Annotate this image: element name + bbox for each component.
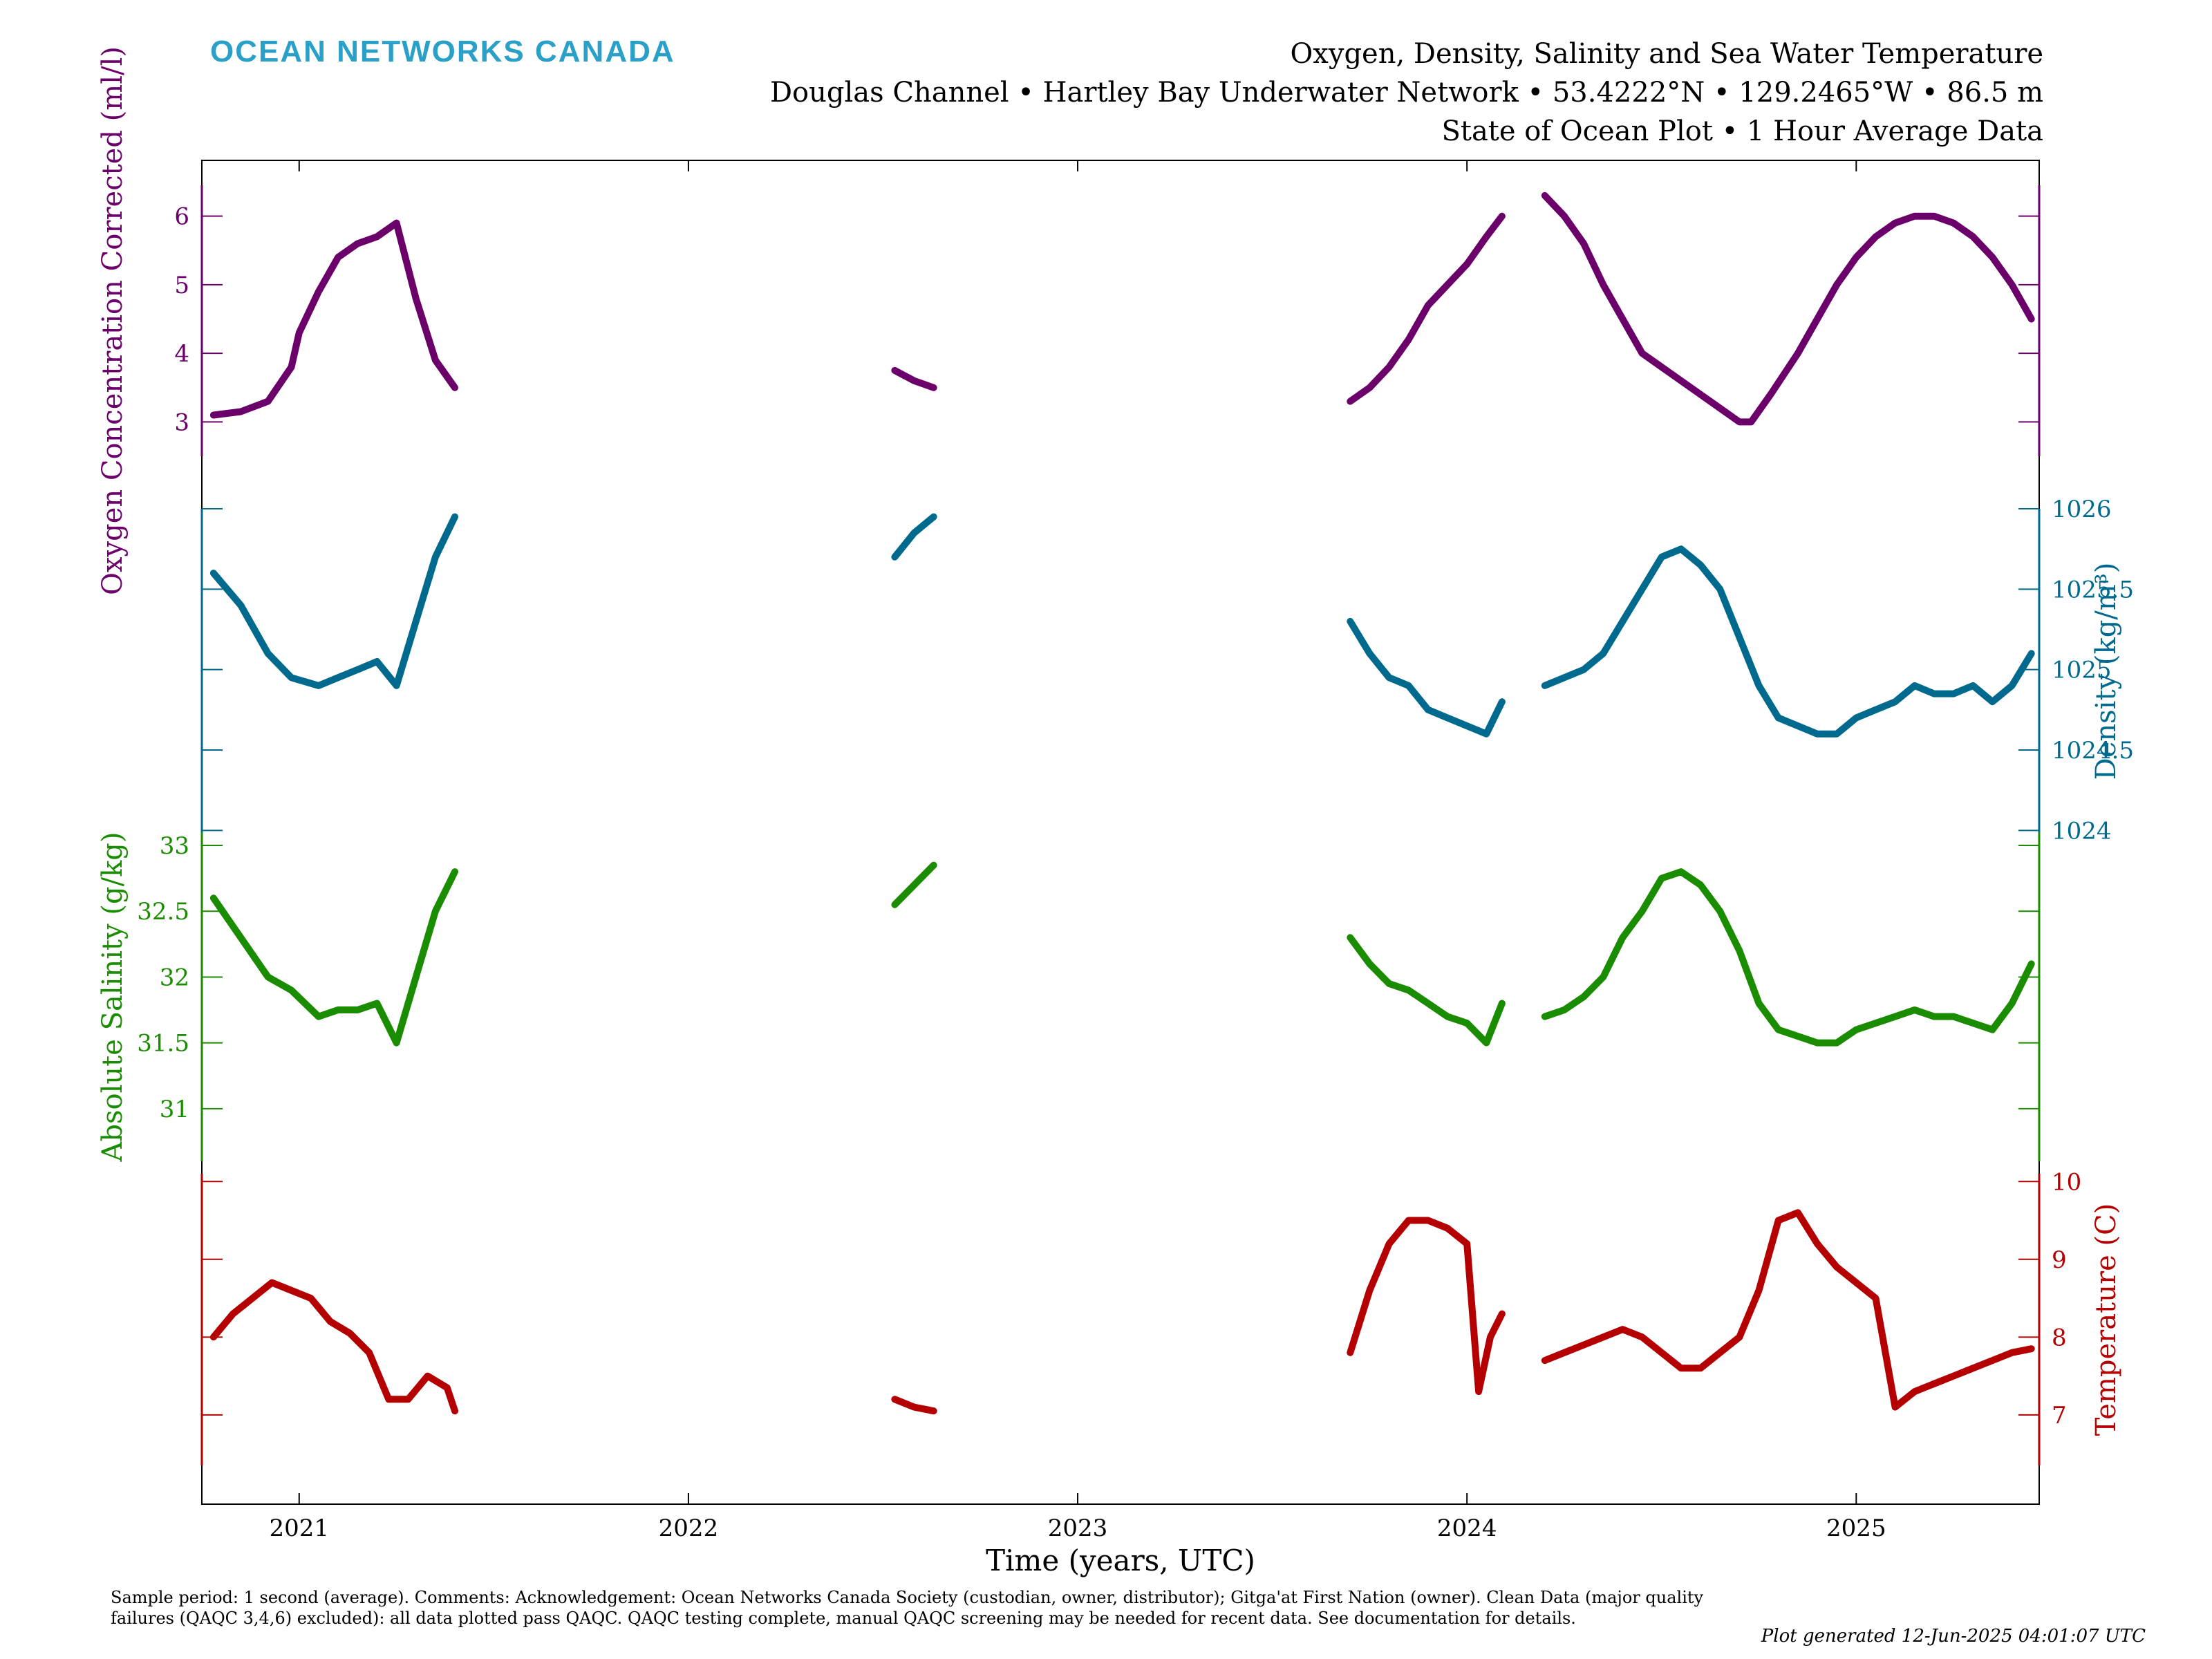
series-line-3-2 <box>1347 1217 1506 1396</box>
y-tick-label: 8 <box>2052 1324 2067 1351</box>
y-tick-label: 1025 <box>2052 657 2112 684</box>
brand-logo-text: OCEAN NETWORKS CANADA <box>210 35 675 68</box>
y-tick-label: 4 <box>174 340 189 368</box>
x-tick-label: 2025 <box>1826 1515 1886 1542</box>
y-tick-label: 1024.5 <box>2052 737 2134 765</box>
y-tick-label: 33 <box>160 832 189 860</box>
series-line-1-3 <box>1541 545 2035 738</box>
plot-generated-timestamp: Plot generated 12-Jun-2025 04:01:07 UTC <box>1761 1626 2146 1647</box>
series-line-0-0 <box>209 219 458 419</box>
footnote: Sample period: 1 second (average). Comme… <box>111 1588 1704 1628</box>
series-line-0-2 <box>1347 212 1506 405</box>
x-tick-label: 2022 <box>659 1515 719 1542</box>
series-line-2-0 <box>209 868 458 1047</box>
chart-subtitle-location: Douglas Channel • Hartley Bay Underwater… <box>769 77 2043 109</box>
series-line-1-2 <box>1347 617 1506 738</box>
y-tick-label: 6 <box>174 203 189 231</box>
series-line-2-1 <box>891 861 937 908</box>
series-line-0-3 <box>1541 191 2035 426</box>
series-line-1-1 <box>891 513 937 561</box>
series-line-1-0 <box>209 513 458 689</box>
chart-subtitle-type: State of Ocean Plot • 1 Hour Average Dat… <box>1441 115 2043 147</box>
plot-frame <box>201 160 2040 1505</box>
y-tick-label: 5 <box>174 272 189 299</box>
y-tick-label: 1024 <box>2052 817 2112 845</box>
series-line-3-1 <box>891 1396 937 1415</box>
series-line-0-1 <box>891 366 937 391</box>
y-tick-label: 31.5 <box>137 1030 189 1058</box>
y-axis-label-3: Temperature (C) <box>2090 1203 2122 1436</box>
y-tick-label: 9 <box>2052 1246 2067 1274</box>
series-line-2-2 <box>1347 934 1506 1047</box>
series-line-3-0 <box>209 1279 458 1415</box>
chart-title-block: Oxygen, Density, Salinity and Sea Water … <box>770 35 2043 151</box>
y-axis-label-2: Absolute Salinity (g/kg) <box>97 832 129 1162</box>
x-tick-label: 2023 <box>1048 1515 1108 1542</box>
y-tick-label: 1026 <box>2052 496 2112 523</box>
x-tick-label: 2021 <box>270 1515 330 1542</box>
x-tick-label: 2024 <box>1437 1515 1497 1542</box>
y-tick-label: 1025.5 <box>2052 576 2134 603</box>
y-tick-label: 31 <box>160 1096 189 1123</box>
x-axis-label: Time (years, UTC) <box>986 1544 1255 1577</box>
y-tick-label: 7 <box>2052 1402 2067 1430</box>
y-axis-label-0: Oxygen Concentration Corrected (ml/l) <box>97 46 129 595</box>
series-line-2-3 <box>1541 868 2035 1047</box>
y-axis-label-1: Density (kg/m³) <box>2090 563 2122 780</box>
y-tick-label: 32 <box>160 964 189 991</box>
y-tick-label: 32.5 <box>137 898 189 926</box>
series-line-3-3 <box>1541 1209 2035 1411</box>
y-tick-label: 3 <box>174 409 189 436</box>
y-tick-label: 10 <box>2052 1168 2081 1196</box>
chart-title: Oxygen, Density, Salinity and Sea Water … <box>1290 38 2044 70</box>
